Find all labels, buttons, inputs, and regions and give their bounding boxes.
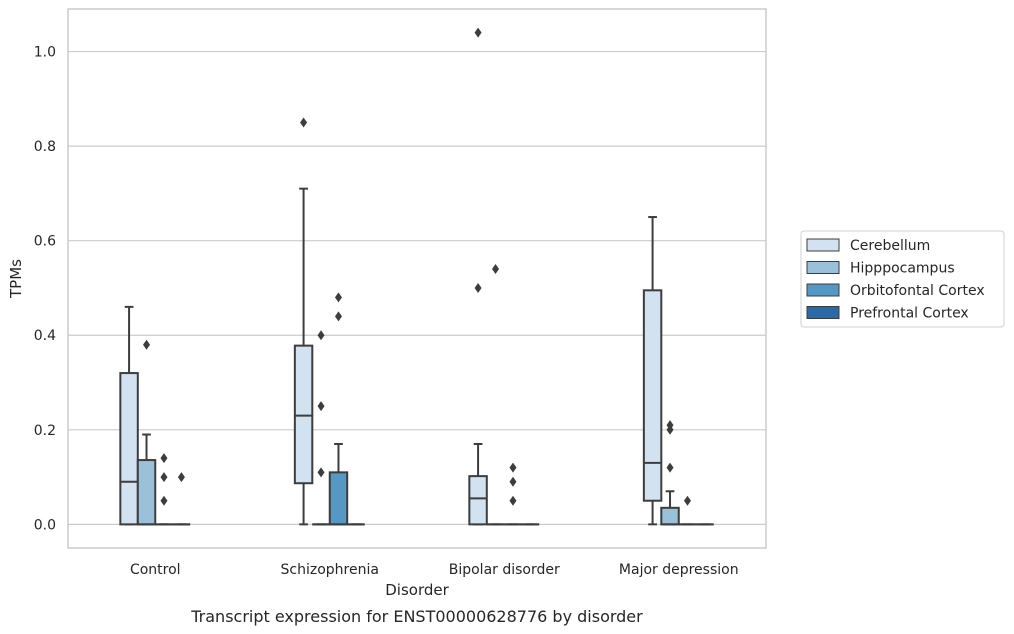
outlier-point: [334, 311, 342, 322]
plot-area: [119, 27, 714, 526]
box-body: [119, 372, 139, 526]
outlier-point: [474, 27, 482, 38]
outlier-point: [317, 401, 325, 412]
box-2-0: [155, 453, 173, 526]
outlier-point: [143, 339, 151, 350]
outlier-point: [334, 292, 342, 303]
y-tick-label: 0.2: [34, 423, 56, 439]
outlier-point: [177, 472, 185, 483]
outlier-point: [160, 472, 168, 483]
outlier-point: [317, 330, 325, 341]
legend-label: Hipppocampus: [850, 261, 955, 277]
box-1-1: [312, 330, 330, 526]
box-3-0: [172, 472, 191, 526]
outlier-point: [509, 495, 517, 506]
box-body: [468, 475, 488, 526]
y-axis-label: TPMs: [7, 259, 25, 299]
legend-label: Cerebellum: [850, 238, 930, 254]
box-0-3: [642, 216, 663, 526]
box-2-3: [678, 495, 697, 526]
legend-frame: [800, 230, 1005, 328]
y-tick-label: 0.8: [34, 139, 56, 155]
y-tick-label: 0.6: [34, 234, 56, 250]
outlier-point: [683, 495, 691, 506]
outlier-point: [492, 264, 500, 275]
legend-swatch: [806, 238, 840, 252]
outlier-point: [317, 467, 325, 478]
box-2-2: [504, 462, 522, 526]
box-2-1: [328, 292, 349, 526]
legend: Cerebellum Hipppocampus Orbitofontal Corte…: [800, 230, 1005, 328]
outlier-point: [160, 453, 168, 464]
y-tick-label: 0.0: [34, 517, 56, 533]
outlier-point: [474, 282, 482, 293]
outlier-point: [509, 462, 517, 473]
x-axis-label: Disorder: [385, 581, 449, 599]
outlier-point: [666, 420, 674, 431]
box-0-0: [119, 305, 139, 526]
legend-label: Prefrontal Cortex: [850, 306, 969, 322]
legend-label: Orbitofontal Cortex: [850, 283, 985, 299]
outlier-point: [300, 117, 308, 128]
box-0-2: [468, 27, 488, 526]
legend-swatch: [806, 261, 840, 274]
outlier-point: [160, 495, 168, 506]
x-tick-label: Major depression: [619, 562, 739, 578]
chart-caption: Transcript expression for ENST0000062877…: [190, 607, 643, 626]
outlier-point: [509, 476, 517, 487]
box-1-3: [660, 420, 680, 526]
y-tick-label: 1.0: [34, 45, 56, 61]
box-body: [136, 459, 157, 526]
box-1-2: [486, 264, 505, 526]
box-body: [660, 506, 680, 526]
outlier-point: [666, 462, 674, 473]
box-1-0: [136, 339, 157, 526]
legend-swatch: [806, 283, 840, 297]
box-body: [293, 344, 314, 485]
y-tick-label: 0.4: [34, 328, 56, 344]
box-0-1: [293, 117, 314, 526]
x-tick-label: Schizophrenia: [281, 562, 379, 578]
plot-frame: [67, 8, 767, 549]
x-tick-label: Control: [130, 562, 181, 578]
legend-swatch: [806, 306, 840, 319]
box-body: [642, 289, 663, 502]
axes: TPMs Disorder Transcript expression for …: [7, 45, 739, 626]
box-body: [328, 471, 349, 526]
x-tick-label: Bipolar disorder: [449, 562, 560, 578]
